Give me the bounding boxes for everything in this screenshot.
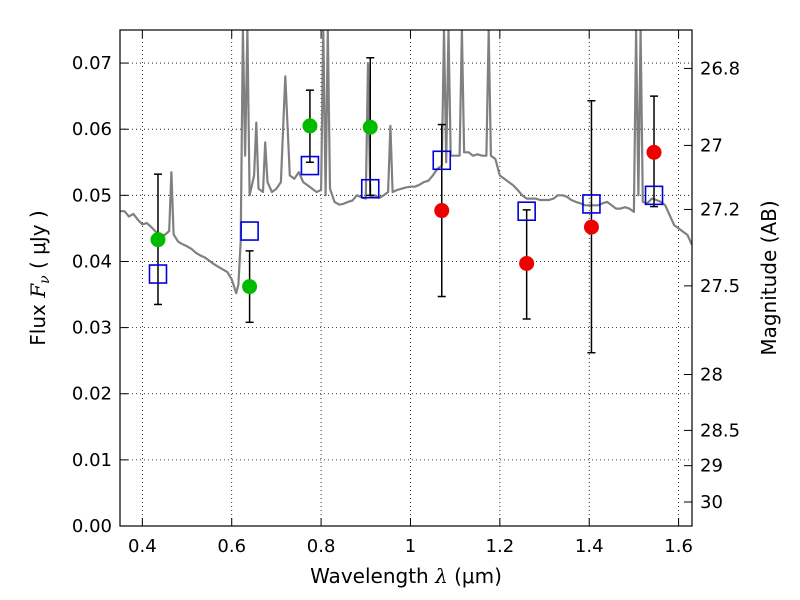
x-axis-label: Wavelength λ (μm) <box>310 564 502 588</box>
x-tick-label: 0.8 <box>307 536 336 557</box>
model-point <box>360 178 380 199</box>
model-point <box>240 221 259 241</box>
model-point <box>517 201 536 222</box>
x-tick-label: 1 <box>405 536 416 557</box>
model-point <box>644 185 664 206</box>
y2-tick-label: 27.5 <box>700 276 740 297</box>
y-tick-label: 0.06 <box>72 119 112 140</box>
x-tick-label: 1.2 <box>486 536 515 557</box>
y2-tick-label: 30 <box>700 492 723 513</box>
data-point <box>519 255 535 271</box>
data-point <box>646 144 662 160</box>
x-tick-label: 1.4 <box>575 536 604 557</box>
y2-tick-label: 29 <box>700 456 723 477</box>
data-point <box>434 203 450 219</box>
data-point <box>302 118 318 134</box>
data-marks <box>148 57 664 354</box>
y-tick-label: 0.00 <box>72 516 112 537</box>
y-tick-label: 0.01 <box>72 450 112 471</box>
y2-tick-label: 28 <box>700 364 723 385</box>
y2-tick-label: 28.5 <box>700 420 740 441</box>
model-point <box>582 194 601 214</box>
data-point <box>242 279 258 295</box>
model-point <box>148 264 168 284</box>
model-point <box>300 155 320 176</box>
spectrum-line <box>120 30 692 295</box>
data-point <box>583 219 599 235</box>
y-tick-label: 0.02 <box>72 384 112 405</box>
data-point <box>150 232 166 248</box>
y2-tick-label: 27 <box>700 135 723 156</box>
y-tick-label: 0.03 <box>72 318 112 339</box>
x-tick-label: 0.4 <box>128 536 157 557</box>
y-tick-label: 0.05 <box>72 185 112 206</box>
y2-tick-label: 26.8 <box>700 58 740 79</box>
y-tick-label: 0.04 <box>72 251 112 272</box>
grid <box>120 30 692 526</box>
y2-axis-label: Magnitude (AB) <box>757 200 781 355</box>
axis-ticks: 0.4 0.6 0.8 1 1.2 1.4 1.6 0.00 0.01 0.02 0.03 0.04 0… <box>72 30 740 557</box>
data-point <box>362 119 378 135</box>
y-tick-label: 0.07 <box>72 53 112 74</box>
x-tick-label: 0.6 <box>217 536 246 557</box>
y-axis-label: Flux Fν ( μJy ) <box>26 210 53 345</box>
model-spectrum <box>120 30 692 295</box>
plot-frame <box>119 29 693 527</box>
model-point <box>432 150 452 171</box>
y2-tick-label: 27.2 <box>700 199 740 220</box>
x-tick-label: 1.6 <box>664 536 693 557</box>
